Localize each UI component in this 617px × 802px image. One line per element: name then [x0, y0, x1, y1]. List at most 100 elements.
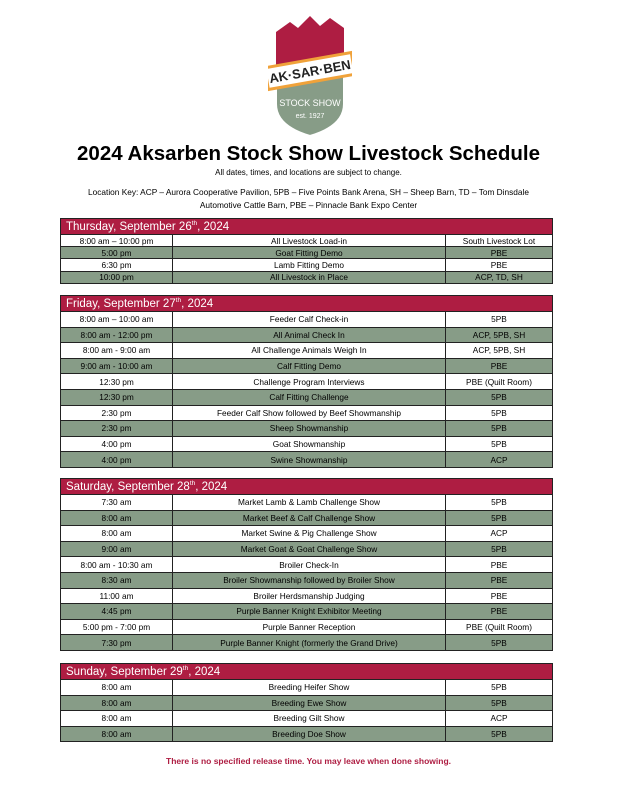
event-cell: Broiler Herdsmanship Judging: [172, 587, 446, 605]
schedule-row: 4:00 pm Goat Showmanship 5PB: [60, 435, 553, 453]
event-cell: All Animal Check In: [172, 326, 446, 344]
event-cell: Market Swine & Pig Challenge Show: [172, 525, 446, 542]
schedule-row: 7:30 pm Purple Banner Knight (formerly t…: [60, 634, 553, 651]
schedule-row: 8:30 am Broiler Showmanship followed by …: [60, 571, 553, 589]
schedule-row: 8:00 am Market Swine & Pig Challenge Sho…: [60, 525, 553, 542]
schedule-row: 8:00 am - 10:30 am Broiler Check-In PBE: [60, 556, 553, 573]
aksarben-logo: AK·SAR·BEN STOCK SHOW est. 1927: [268, 14, 352, 138]
location-cell: 5PB: [445, 494, 553, 511]
time-cell: 11:00 am: [60, 587, 173, 605]
schedule-row: 8:00 am – 10:00 pm All Livestock Load-in…: [60, 233, 553, 248]
time-cell: 4:00 pm: [60, 435, 173, 453]
schedule-row: 8:00 am Breeding Ewe Show 5PB: [60, 694, 553, 712]
time-cell: 4:00 pm: [60, 451, 173, 468]
location-cell: ACP, 5PB, SH: [445, 326, 553, 344]
location-cell: PBE: [445, 246, 553, 260]
day-schedule-table: Friday, September 27th, 2024 8:00 am – 1…: [60, 295, 553, 468]
event-cell: Sheep Showmanship: [172, 420, 446, 437]
event-cell: Swine Showmanship: [172, 451, 446, 468]
schedule-row: 8:00 am – 10:00 am Feeder Calf Check-in …: [60, 311, 553, 328]
event-cell: Breeding Doe Show: [172, 725, 446, 743]
time-cell: 7:30 am: [60, 494, 173, 511]
event-cell: Breeding Gilt Show: [172, 710, 446, 727]
time-cell: 9:00 am - 10:00 am: [60, 357, 173, 375]
location-cell: ACP: [445, 710, 553, 727]
location-cell: 5PB: [445, 679, 553, 696]
time-cell: 8:00 am - 10:30 am: [60, 556, 173, 573]
location-cell: 5PB: [445, 540, 553, 558]
schedule-row: 7:30 am Market Lamb & Lamb Challenge Sho…: [60, 494, 553, 511]
time-cell: 2:30 pm: [60, 420, 173, 437]
day-title: Saturday, September 28th, 2024: [60, 478, 553, 495]
event-cell: Breeding Ewe Show: [172, 694, 446, 712]
svg-text:est. 1927: est. 1927: [296, 113, 325, 120]
schedule-row: 8:00 am - 9:00 am All Challenge Animals …: [60, 342, 553, 359]
schedule-row: 9:00 am - 10:00 am Calf Fitting Demo PBE: [60, 357, 553, 375]
schedule-row: 5:00 pm - 7:00 pm Purple Banner Receptio…: [60, 618, 553, 636]
day-schedule-table: Sunday, September 29th, 2024 8:00 am Bre…: [60, 663, 553, 743]
location-cell: 5PB: [445, 404, 553, 422]
day-title: Sunday, September 29th, 2024: [60, 663, 553, 680]
schedule-row: 8:00 am Breeding Gilt Show ACP: [60, 710, 553, 727]
time-cell: 9:00 am: [60, 540, 173, 558]
time-cell: 12:30 pm: [60, 373, 173, 390]
schedule-row: 8:00 am Breeding Doe Show 5PB: [60, 725, 553, 743]
event-cell: Lamb Fitting Demo: [172, 258, 446, 272]
event-cell: Goat Showmanship: [172, 435, 446, 453]
time-cell: 10:00 pm: [60, 270, 173, 284]
schedule-row: 12:30 pm Challenge Program Interviews PB…: [60, 373, 553, 390]
day-schedule-table: Thursday, September 26th, 2024 8:00 am –…: [60, 218, 553, 284]
location-key-line: Automotive Cattle Barn, PBE – Pinnacle B…: [199, 199, 418, 210]
event-cell: Challenge Program Interviews: [172, 373, 446, 390]
location-cell: ACP: [445, 525, 553, 542]
event-cell: Goat Fitting Demo: [172, 246, 446, 260]
release-note: There is no specified release time. You …: [166, 756, 451, 766]
day-title: Friday, September 27th, 2024: [60, 295, 553, 312]
event-cell: Breeding Heifer Show: [172, 679, 446, 696]
location-cell: 5PB: [445, 311, 553, 328]
event-cell: Purple Banner Knight Exhibitor Meeting: [172, 603, 446, 620]
schedule-row: 12:30 pm Calf Fitting Challenge 5PB: [60, 388, 553, 406]
location-cell: South Livestock Lot: [445, 233, 553, 248]
time-cell: 8:00 am – 10:00 pm: [60, 233, 173, 248]
time-cell: 8:00 am - 9:00 am: [60, 342, 173, 359]
event-cell: Market Lamb & Lamb Challenge Show: [172, 494, 446, 511]
location-cell: 5PB: [445, 435, 553, 453]
location-cell: PBE: [445, 587, 553, 605]
location-cell: PBE: [445, 258, 553, 272]
svg-text:STOCK SHOW: STOCK SHOW: [279, 98, 341, 108]
time-cell: 8:00 am: [60, 725, 173, 743]
day-header: Saturday, September 28th, 2024: [60, 478, 553, 495]
time-cell: 2:30 pm: [60, 404, 173, 422]
location-cell: 5PB: [445, 420, 553, 437]
day-schedule-table: Saturday, September 28th, 2024 7:30 am M…: [60, 478, 553, 651]
day-header: Sunday, September 29th, 2024: [60, 663, 553, 680]
event-cell: Feeder Calf Show followed by Beef Showma…: [172, 404, 446, 422]
schedule-row: 10:00 pm All Livestock in Place ACP, TD,…: [60, 270, 553, 284]
day-title: Thursday, September 26th, 2024: [60, 218, 553, 235]
time-cell: 12:30 pm: [60, 388, 173, 406]
time-cell: 8:00 am - 12:00 pm: [60, 326, 173, 344]
location-cell: PBE (Quilt Room): [445, 618, 553, 636]
location-cell: 5PB: [445, 634, 553, 651]
event-cell: Calf Fitting Demo: [172, 357, 446, 375]
location-cell: 5PB: [445, 388, 553, 406]
day-header: Thursday, September 26th, 2024: [60, 218, 553, 235]
schedule-row: 8:00 am - 12:00 pm All Animal Check In A…: [60, 326, 553, 344]
event-cell: All Livestock Load-in: [172, 233, 446, 248]
schedule-row: 8:00 am Market Beef & Calf Challenge Sho…: [60, 509, 553, 527]
location-key-line: Location Key: ACP – Aurora Cooperative P…: [88, 187, 529, 197]
time-cell: 5:00 pm - 7:00 pm: [60, 618, 173, 636]
event-cell: All Challenge Animals Weigh In: [172, 342, 446, 359]
time-cell: 5:00 pm: [60, 246, 173, 260]
event-cell: Market Goat & Goat Challenge Show: [172, 540, 446, 558]
location-key: Location Key: ACP – Aurora Cooperative P…: [0, 186, 617, 211]
schedule-row: 9:00 am Market Goat & Goat Challenge Sho…: [60, 540, 553, 558]
location-cell: PBE (Quilt Room): [445, 373, 553, 390]
location-cell: 5PB: [445, 694, 553, 712]
time-cell: 8:00 am: [60, 509, 173, 527]
schedule-row: 2:30 pm Feeder Calf Show followed by Bee…: [60, 404, 553, 422]
schedule-row: 4:45 pm Purple Banner Knight Exhibitor M…: [60, 603, 553, 620]
event-cell: Market Beef & Calf Challenge Show: [172, 509, 446, 527]
